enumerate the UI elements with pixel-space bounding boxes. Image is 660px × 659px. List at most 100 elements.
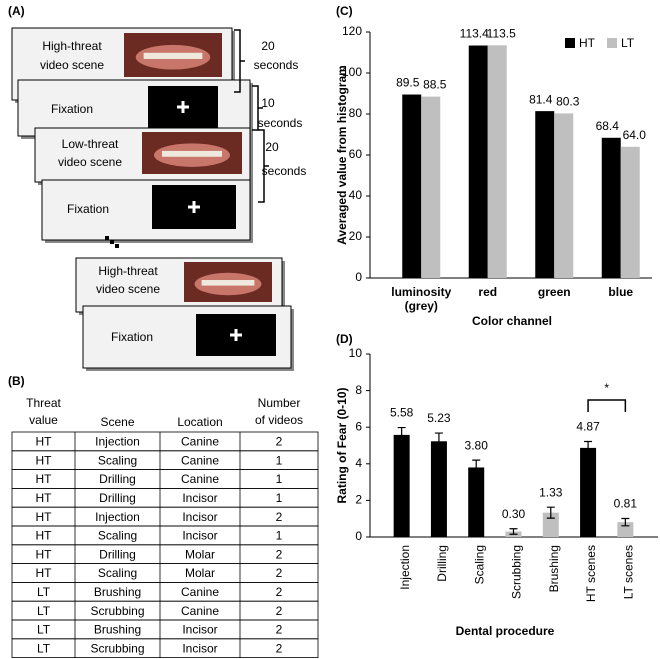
value-label: 1.33 — [539, 485, 563, 499]
value-label: 113.5 — [487, 26, 516, 40]
table-header: value — [29, 413, 58, 427]
table-cell: Molar — [185, 547, 215, 561]
table-cell: Scrubbing — [90, 604, 144, 618]
table-cell: 2 — [276, 604, 283, 618]
bar — [468, 45, 488, 278]
table-cell: 1 — [276, 529, 283, 543]
table-row — [11, 506, 319, 527]
table-header: Number — [258, 396, 301, 410]
x-tick-label: Scrubbing — [510, 545, 524, 599]
table-cell: HT — [36, 510, 53, 524]
value-label: 3.80 — [465, 438, 489, 452]
step-label: video scene — [58, 155, 122, 169]
table-cell: Scaling — [98, 453, 137, 467]
ellipsis-dot — [115, 244, 119, 248]
table-row — [11, 544, 319, 564]
panel-label: (A) — [8, 4, 25, 18]
table-header: of videos — [255, 413, 303, 427]
duration-label: 20 — [261, 39, 275, 53]
x-tick-label-line: luminosity — [391, 285, 451, 299]
legend-label: LT — [621, 36, 635, 50]
y-tick-label: 2 — [355, 493, 362, 507]
bar — [554, 113, 574, 278]
y-tick-label: 6 — [355, 419, 362, 433]
x-tick-label-line: (grey) — [405, 299, 438, 313]
table-cell: HT — [36, 529, 53, 543]
error-bar — [584, 440, 593, 455]
value-label: 80.3 — [556, 95, 580, 109]
step-label: Low-threat — [62, 137, 119, 151]
significance-bracket — [587, 399, 627, 412]
panel-label: (D) — [336, 332, 353, 346]
duration-label: 10 — [261, 96, 275, 110]
legend-swatch — [565, 38, 575, 48]
table-row — [11, 469, 319, 489]
y-tick-label: 0 — [355, 529, 362, 543]
table-cell: Brushing — [94, 623, 141, 637]
table-cell: 1 — [276, 491, 283, 505]
bar — [402, 94, 422, 279]
step-label: video scene — [40, 58, 104, 72]
table-header: Location — [177, 415, 222, 429]
error-bar — [472, 459, 481, 476]
table-cell: Canine — [181, 585, 219, 599]
step-label: High-threat — [42, 39, 102, 53]
table-cell: HT — [36, 472, 53, 486]
bar — [430, 441, 447, 537]
table-cell: HT — [36, 566, 53, 580]
table-cell: Incisor — [182, 623, 217, 637]
bar — [580, 447, 597, 537]
table-cell: Canine — [181, 604, 219, 618]
x-tick-label: green — [538, 285, 571, 299]
fixation-cross — [181, 101, 185, 113]
y-tick-label: 40 — [349, 188, 363, 202]
table-cell: Canine — [181, 472, 219, 486]
table-cell: Scaling — [98, 529, 137, 543]
step-label: High-threat — [98, 264, 158, 278]
step-label: Fixation — [51, 102, 93, 116]
y-axis-label: Averaged value from histogram — [335, 65, 349, 245]
x-tick-label: Brushing — [547, 545, 561, 592]
panel-label: (B) — [8, 374, 25, 388]
y-tick-label: 10 — [349, 346, 363, 360]
error-bar — [546, 506, 555, 519]
table-cell: Incisor — [182, 641, 217, 655]
table-row — [11, 619, 319, 640]
duration-bracket — [234, 29, 245, 93]
ellipsis-dot — [105, 236, 109, 240]
x-tick-label: Injection — [398, 545, 412, 590]
value-label: 5.23 — [427, 411, 451, 425]
panel-label: (C) — [336, 4, 353, 18]
bar — [421, 96, 441, 278]
y-tick-label: 8 — [355, 383, 362, 397]
value-label: 89.5 — [396, 76, 420, 90]
table-row — [11, 638, 319, 658]
table-row — [11, 600, 319, 621]
table-cell: Drilling — [99, 472, 136, 486]
value-label: 81.4 — [529, 92, 553, 106]
table-cell: 2 — [276, 547, 283, 561]
table-row — [11, 450, 319, 470]
table-cell: Injection — [95, 435, 140, 449]
table-cell: LT — [37, 641, 51, 655]
bar — [535, 111, 555, 278]
table-cell: 1 — [276, 472, 283, 486]
table-cell: 2 — [276, 435, 283, 449]
x-tick-label: Scaling — [472, 545, 486, 584]
table-row — [11, 582, 319, 602]
step-label: Fixation — [67, 202, 109, 216]
ellipsis-dot — [110, 240, 114, 244]
table-header: Threat — [26, 396, 61, 410]
x-tick-label: Drilling — [435, 545, 449, 582]
value-label: 64.0 — [623, 128, 647, 142]
value-label: 0.30 — [502, 507, 526, 521]
table-header: Scene — [100, 415, 134, 429]
error-bar — [621, 517, 630, 527]
duration-label: seconds — [258, 116, 303, 130]
video-teeth — [201, 280, 255, 286]
table-cell: 2 — [276, 623, 283, 637]
table-cell: Incisor — [182, 510, 217, 524]
bar — [468, 467, 485, 537]
error-bar — [434, 432, 443, 451]
value-label: 5.58 — [390, 406, 414, 420]
